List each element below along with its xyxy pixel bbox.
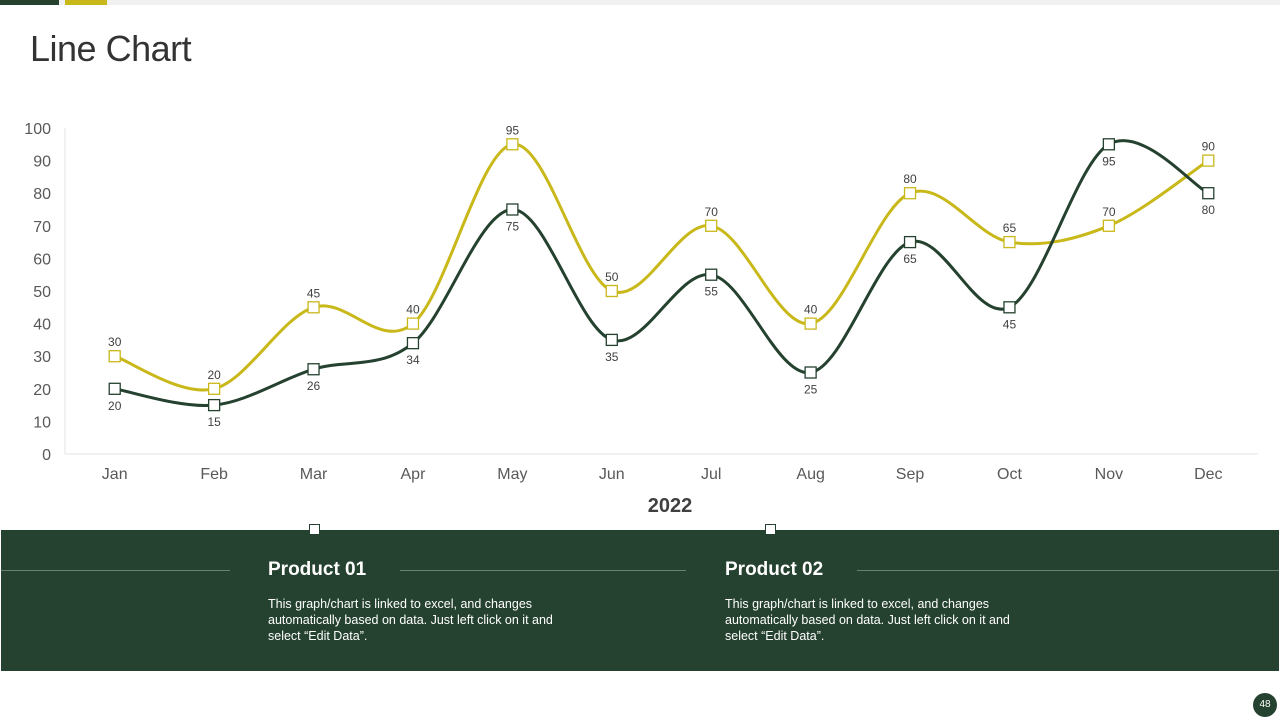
series-1-point [1003,301,1016,314]
series-1-data-label: 75 [506,220,520,234]
series-2-data-label: 40 [804,303,818,317]
top-accent-bar [0,0,1280,5]
x-tick-label: Feb [200,466,228,483]
x-tick-label: Jul [701,466,721,483]
series-2-point [207,382,221,395]
y-tick-label: 80 [33,186,51,203]
series-2-data-label: 90 [1202,140,1216,154]
series-1-data-label: 95 [1102,154,1116,168]
series-2-data-label: 70 [705,205,719,219]
series-1-data-label: 35 [605,350,619,364]
line-chart[interactable]: 0 10 20 30 40 50 60 70 80 90 100 Jan Feb Mar Apr May Jun… [0,0,1280,530]
legend-panel: Product 01 This graph/chart is linked to… [1,530,1279,671]
series-2-point [605,284,618,298]
y-tick-label: 50 [33,284,51,301]
y-tick-label: 30 [33,349,51,366]
product-01-description: This graph/chart is linked to excel, and… [268,597,553,643]
series-1-point [804,366,817,379]
series-2-point [1202,154,1215,167]
series-1-point [1202,187,1215,200]
series-2-point [108,350,121,363]
x-tick-label: Nov [1095,466,1123,483]
product-02-description: This graph/chart is linked to excel, and… [725,597,1010,643]
series-1-data-label: 20 [108,399,122,413]
series-1-data-label: 80 [1202,203,1216,217]
x-tick-label: May [497,466,527,483]
series-1-point [406,337,420,350]
series-2-point [307,301,320,314]
y-tick-label: 100 [24,121,51,138]
y-tick-label: 70 [33,219,51,236]
series-1-data-label: 55 [705,285,719,299]
product-02-marker-icon [765,524,776,535]
series-1-point [1102,138,1116,151]
y-tick-label: 40 [33,317,51,334]
x-tick-label: Mar [300,466,328,483]
y-tick-label: 10 [33,414,51,431]
series-2-data-label: 45 [307,286,321,300]
y-tick-label: 90 [33,154,51,171]
series-2-data-label: 70 [1102,205,1116,219]
series-1-point [605,333,618,347]
series-1-point [705,268,718,281]
series-2-point [506,138,519,151]
series-2-point [1102,219,1116,232]
series-2-point [804,317,817,330]
series-1-line [113,139,1210,408]
y-tick-label: 20 [33,382,51,399]
series-2-data-label: 50 [605,270,619,284]
series-1-point [903,235,917,249]
x-tick-label: Sep [896,466,925,483]
product-01-title: Product 01 [268,559,367,580]
series-1-data-label: 26 [307,379,321,393]
series-2-data-label: 40 [406,303,420,317]
x-tick-label: Dec [1194,466,1222,483]
series-1-data-label: 25 [804,383,818,397]
divider-line [400,570,686,571]
page-title: Line Chart [30,28,192,69]
page-number-badge: 48 [1253,693,1277,717]
x-tick-label: Jan [102,466,128,483]
series-1-point [307,363,320,376]
series-2-data-label: 95 [506,123,520,137]
top-accent-yellow [65,0,107,5]
y-tick-label: 0 [42,447,51,464]
series-2-data-label: 80 [903,172,917,186]
series-2-line [113,142,1210,392]
x-tick-label: Jun [599,466,625,483]
series-2-data-label: 30 [108,335,122,349]
series-2-point [903,187,917,200]
series-2-data-label: 65 [1003,221,1017,235]
x-tick-label: Apr [401,466,427,483]
y-tick-label: 60 [33,251,51,268]
x-tick-label: Oct [997,466,1022,483]
product-02-title: Product 02 [725,559,824,580]
series-1-data-label: 45 [1003,317,1017,331]
divider-line [1,570,230,571]
divider-line [857,570,1279,571]
product-01-marker-icon [309,524,320,535]
series-1-data-label: 65 [903,252,917,266]
x-axis-title: 2022 [648,495,693,517]
series-2-data-label: 20 [207,368,221,382]
series-2-point [406,317,420,330]
series-2-point [705,219,718,232]
series-1-point [506,203,519,216]
series-1-point [108,382,121,395]
x-tick-label: Aug [796,466,824,483]
series-2-point [1003,235,1016,249]
series-1-data-label: 15 [207,415,221,429]
top-accent-dark [0,0,59,5]
series-1-data-label: 34 [406,353,420,367]
series-1-point [207,398,221,412]
